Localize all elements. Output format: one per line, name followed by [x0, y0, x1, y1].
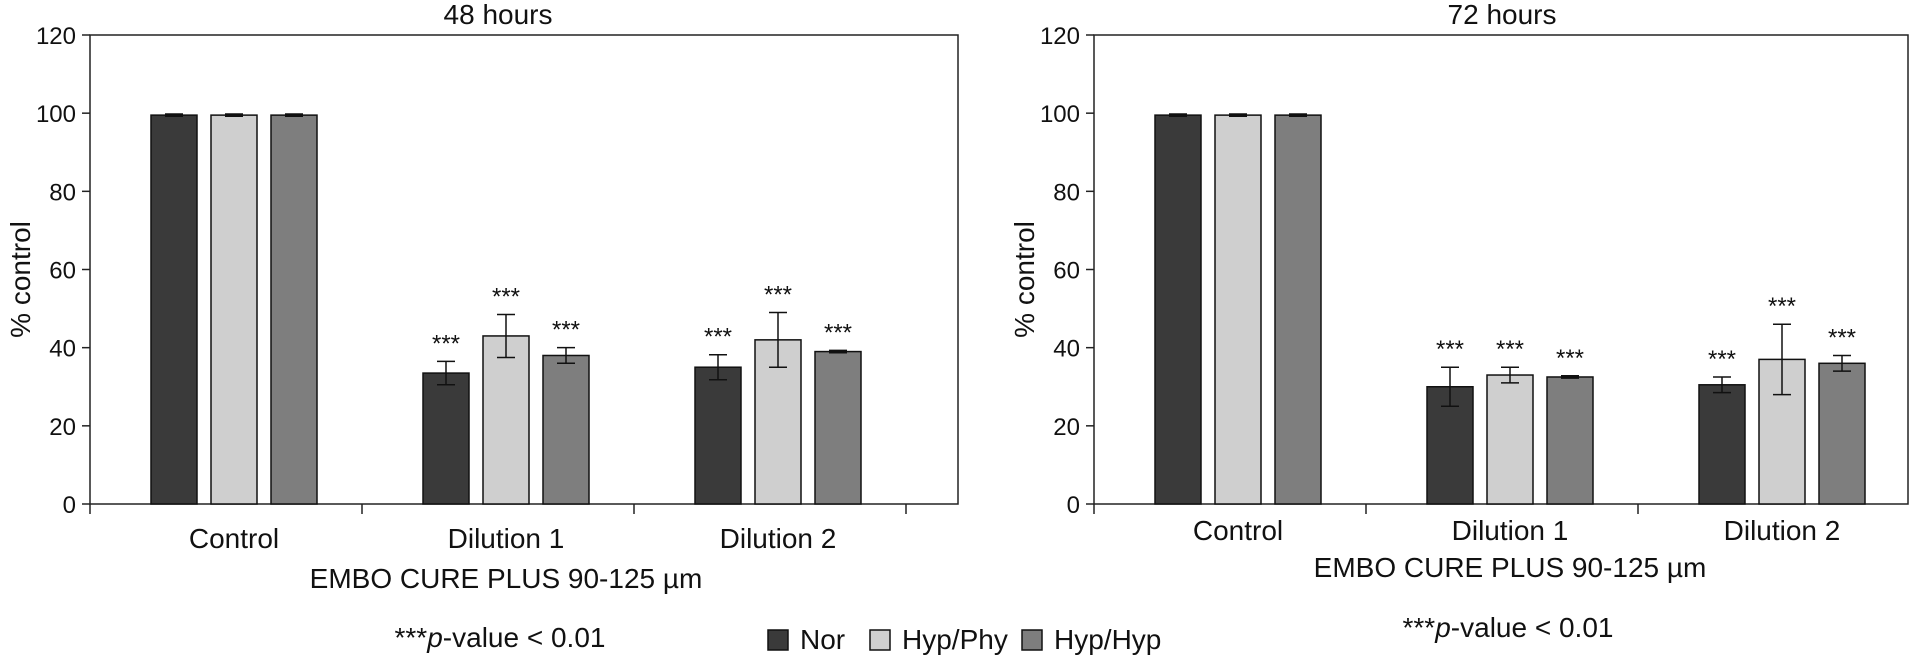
bar-dilution-1-hyp-hyp [1546, 376, 1594, 505]
significance-marker: *** [1496, 336, 1524, 363]
y-axis-label: % control [1009, 221, 1040, 338]
x-category-label: Dilution 2 [1724, 515, 1841, 546]
bar-control-hyp-phy [1214, 114, 1262, 505]
bar-dilution-2-nor [694, 366, 742, 505]
x-axis-label: EMBO CURE PLUS 90-125 µm [310, 563, 703, 594]
significance-marker: *** [1436, 336, 1464, 363]
bar-control-nor [1154, 114, 1202, 505]
legend-swatch-nor [767, 629, 789, 651]
significance-marker: *** [764, 281, 792, 308]
legend: Nor Hyp/Phy Hyp/Hyp [767, 624, 1161, 655]
y-tick-label: 0 [63, 492, 76, 519]
significance-marker: *** [824, 319, 852, 346]
legend-label-nor: Nor [800, 624, 845, 655]
significance-marker: *** [1708, 346, 1736, 373]
y-tick-label: 20 [49, 414, 76, 441]
bar-control-hyp-hyp [1274, 114, 1322, 505]
legend-swatch-hyp-hyp [1021, 629, 1043, 651]
bar-control-hyp-phy [210, 114, 258, 505]
x-category-label: Dilution 1 [1452, 515, 1569, 546]
y-tick-label: 40 [1053, 336, 1080, 363]
chart-48-hours: 48 hours % control 0 20 40 60 80 100 120 Control *… [5, 0, 959, 594]
x-category-label: Control [1193, 515, 1283, 546]
x-category-label: Dilution 2 [720, 523, 837, 554]
bar-control-nor [150, 114, 198, 505]
bar-dilution-2-hyp-hyp [1818, 362, 1866, 505]
y-tick-label: 120 [1040, 23, 1080, 50]
y-tick-label: 100 [1040, 101, 1080, 128]
significance-marker: *** [1828, 324, 1856, 351]
significance-marker: *** [1768, 293, 1796, 320]
y-tick-label: 40 [49, 336, 76, 363]
bar-control-hyp-hyp [270, 114, 318, 505]
y-tick-label: 0 [1067, 492, 1080, 519]
bar-dilution-2-nor [1698, 384, 1746, 505]
significance-marker: *** [704, 324, 732, 351]
bar-dilution-1-hyp-phy [1486, 374, 1534, 505]
chart-title: 72 hours [1448, 0, 1557, 30]
significance-marker: *** [492, 283, 520, 310]
bar-dilution-1-hyp-phy [482, 335, 530, 505]
bar-dilution-1-nor [422, 372, 470, 505]
y-axis-label: % control [5, 221, 36, 338]
y-tick-label: 80 [49, 179, 76, 206]
chart-72-hours: 72 hours % control 0 20 40 60 80 100 120 Control *… [1009, 0, 1909, 583]
p-value-note-48h: ***p-value < 0.01 [395, 622, 606, 653]
significance-marker: *** [552, 317, 580, 344]
bar-dilution-1-hyp-hyp [542, 354, 590, 505]
y-tick-label: 60 [1053, 258, 1080, 285]
x-axis-label: EMBO CURE PLUS 90-125 µm [1314, 552, 1707, 583]
legend-label-hyp-hyp: Hyp/Hyp [1054, 624, 1161, 655]
significance-marker: *** [1556, 345, 1584, 372]
legend-swatch-hyp-phy [869, 629, 891, 651]
significance-marker: *** [432, 330, 460, 357]
x-category-label: Dilution 1 [448, 523, 565, 554]
chart-title: 48 hours [444, 0, 553, 30]
x-category-label: Control [189, 523, 279, 554]
y-tick-label: 80 [1053, 179, 1080, 206]
y-tick-label: 20 [1053, 414, 1080, 441]
bar-dilution-2-hyp-hyp [814, 350, 862, 505]
y-tick-label: 120 [36, 23, 76, 50]
p-value-note-72h: ***p-value < 0.01 [1403, 612, 1614, 643]
y-tick-label: 100 [36, 101, 76, 128]
legend-label-hyp-phy: Hyp/Phy [902, 624, 1008, 655]
y-tick-label: 60 [49, 258, 76, 285]
